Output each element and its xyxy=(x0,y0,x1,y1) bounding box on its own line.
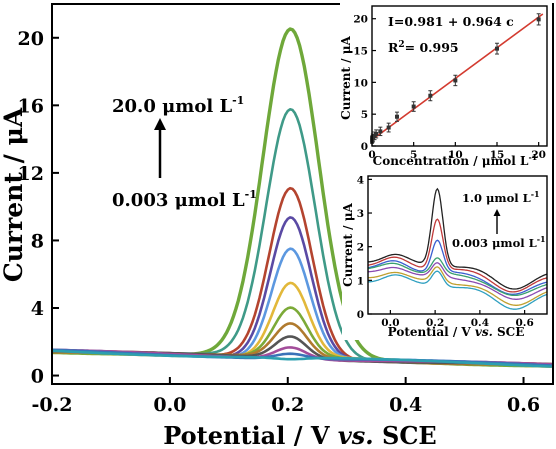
r-squared-symbol: R xyxy=(388,40,399,55)
inset2-annotation-top-text: 1.0 μmol L xyxy=(462,191,531,205)
annotation-bottom-text: 0.003 μmol L xyxy=(112,190,245,211)
inset2-x-tick-label-2: 0.4 xyxy=(471,317,489,329)
arrow-head xyxy=(154,118,166,130)
y-tick-label-2: 8 xyxy=(31,230,44,252)
x-tick-label-2: 0.2 xyxy=(271,394,304,416)
inset1-y-tick-label-2: 10 xyxy=(353,77,368,89)
data-point-13 xyxy=(536,17,541,22)
inset2-curve-2 xyxy=(367,218,548,293)
inset2-y-tick-label-0: 0 xyxy=(357,309,364,321)
inset1-x-axis-label-sup: -1 xyxy=(528,152,537,162)
inset1-x-tick-label-2: 10 xyxy=(448,149,463,161)
y-tick-label-0: 0 xyxy=(31,366,44,388)
low-conc-inset-background xyxy=(342,172,552,340)
inset2-y-tick-label-3: 3 xyxy=(357,208,364,220)
inset2-curve-3 xyxy=(367,239,548,295)
inset1-x-tick-label-0: 0 xyxy=(368,149,375,161)
x-axis-label-part: Potential / V xyxy=(163,421,338,449)
low-conc-frame xyxy=(367,175,548,315)
y-tick-label-4: 16 xyxy=(18,95,44,117)
y-tick-label-1: 4 xyxy=(31,298,44,320)
inset2-annotation-bottom-sup: -1 xyxy=(537,234,546,244)
inset1-x-axis-label-text: Concentration / μmol L xyxy=(373,154,529,168)
inset1-y-axis-label: Current / μA xyxy=(339,35,353,119)
inset2-y-tick-label-4: 4 xyxy=(357,174,364,186)
inset1-y-tick-label-0: 0 xyxy=(361,141,368,153)
inset2-annotation-bottom-text: 0.003 μmol L xyxy=(452,236,537,250)
x-tick-label-0: -0.2 xyxy=(32,394,73,416)
inset1-y-tick-label-3: 15 xyxy=(353,46,368,58)
inset1-y-tick-label-1: 5 xyxy=(361,109,368,121)
inset2-arrow-head xyxy=(493,209,501,216)
r-squared-sup: 2 xyxy=(398,40,404,50)
inset2-x-axis-label: Potential / V vs. SCE xyxy=(388,325,525,339)
annotation-bottom: 0.003 μmol L-1 xyxy=(112,188,257,211)
inset1-x-tick-label-1: 5 xyxy=(410,149,417,161)
calibration-inset-background xyxy=(340,3,552,170)
data-point-6 xyxy=(378,129,383,134)
inset2-x-axis-label-vs: vs. xyxy=(475,325,493,339)
x-axis-label-part: SCE xyxy=(374,421,437,449)
x-axis-label-vs: vs. xyxy=(338,421,374,449)
annotation-top: 20.0 μmol L-1 xyxy=(112,94,244,117)
data-point-5 xyxy=(374,131,379,136)
inset1-x-axis-label: Concentration / μmol L-1 xyxy=(373,152,538,168)
inset2-y-tick-label-1: 1 xyxy=(357,275,364,287)
data-point-9 xyxy=(411,104,416,109)
calibration-frame xyxy=(371,5,548,147)
curve-series-12 xyxy=(51,349,552,368)
inset2-x-tick-label-0: 0.0 xyxy=(381,317,399,329)
data-point-12 xyxy=(495,46,499,51)
fit-line xyxy=(371,13,544,141)
inset2-y-axis-label: Current / μA xyxy=(341,202,355,286)
inset2-curve-1 xyxy=(367,187,548,290)
y-tick-label-5: 20 xyxy=(18,28,44,50)
x-tick-label-1: 0.0 xyxy=(153,394,186,416)
inset2-x-tick-label-3: 0.6 xyxy=(515,317,533,329)
inset2-y-tick-label-2: 2 xyxy=(357,242,364,254)
inset2-annotation-top-sup: -1 xyxy=(531,189,540,199)
inset2-annotation-bottom: 0.003 μmol L-1 xyxy=(452,234,546,250)
inset2-x-axis-label-part: Potential / V xyxy=(388,325,475,339)
inset1-x-tick-label-3: 15 xyxy=(490,149,505,161)
equation-label: I=0.981 + 0.964 c xyxy=(388,14,514,29)
x-tick-label-4: 0.6 xyxy=(507,394,540,416)
inset2-curve-7 xyxy=(367,270,548,310)
r-squared-label: R2= 0.995 xyxy=(388,40,459,55)
annotation-bottom-sup: -1 xyxy=(245,188,257,201)
x-tick-label-3: 0.4 xyxy=(389,394,422,416)
inset2-x-axis-label-part: SCE xyxy=(493,325,525,339)
annotation-top-sup: -1 xyxy=(232,94,244,107)
data-point-8 xyxy=(395,114,399,119)
low-concentration-inset: 0.0 0.2 0.4 0.6 0 1 2 3 4 Potential / V vs. SCE Cu… xyxy=(341,172,552,340)
x-axis-label: Potential / V vs. SCE xyxy=(163,421,436,449)
inset1-y-tick-label-4: 20 xyxy=(353,14,368,26)
inset2-annotation-top: 1.0 μmol L-1 xyxy=(462,189,540,205)
y-axis-label: Current / μA xyxy=(0,107,28,282)
inset2-curve-4 xyxy=(367,257,548,297)
inset2-curve-6 xyxy=(368,266,548,306)
r-squared-value: = 0.995 xyxy=(405,40,459,55)
data-point-10 xyxy=(428,93,433,98)
inset2-x-tick-label-1: 0.2 xyxy=(426,317,444,329)
annotation-top-text: 20.0 μmol L xyxy=(112,96,232,117)
data-point-11 xyxy=(453,78,458,83)
data-point-7 xyxy=(386,125,391,130)
inset1-x-tick-label-4: 20 xyxy=(531,149,546,161)
y-tick-label-3: 12 xyxy=(18,163,44,185)
main-plot-frame xyxy=(51,3,554,385)
inset2-curve-5 xyxy=(367,262,548,300)
